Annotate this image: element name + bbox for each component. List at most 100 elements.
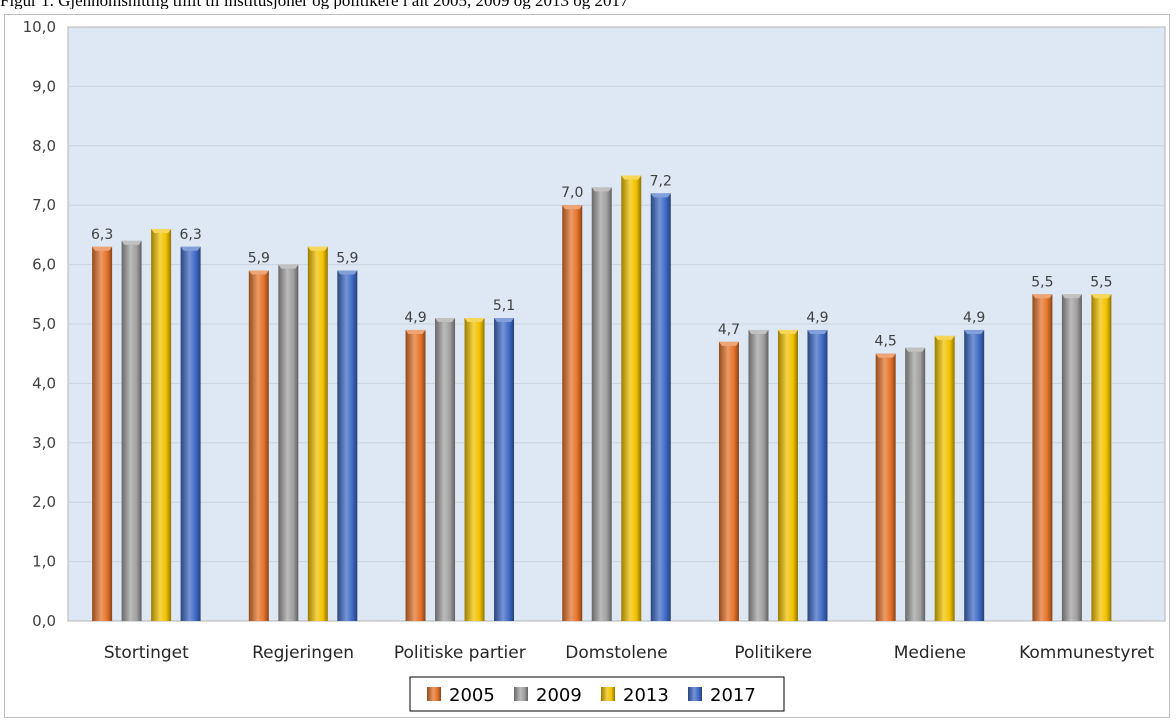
bar-cap-2013-6 [1091, 294, 1112, 299]
bar-cap-2017-1 [337, 270, 358, 275]
bar-2009-0 [121, 240, 142, 621]
bar-cap-2013-1 [307, 246, 328, 251]
bar-cap-2005-1 [248, 270, 269, 275]
y-tick-label: 0,0 [32, 612, 56, 630]
data-label: 6,3 [91, 227, 113, 243]
legend-swatch-2013 [601, 687, 615, 701]
x-category-label: Kommunestyret [1019, 643, 1154, 663]
bar-2017-3 [650, 193, 671, 621]
bar-2013-4 [777, 329, 798, 621]
legend-label: 2009 [536, 685, 582, 706]
y-axis: 0,0 1,0 2,0 3,0 4,0 5,0 6,0 7,0 8,0 9,0 10,0 [23, 18, 56, 630]
bar-cap-2017-0 [180, 246, 201, 251]
bar-cap-2009-2 [435, 318, 456, 323]
data-label: 4,9 [404, 310, 426, 326]
bar-2005-5 [875, 353, 896, 621]
data-label: 5,1 [493, 298, 515, 314]
bars [92, 175, 1112, 621]
y-tick-label: 4,0 [32, 374, 56, 392]
y-tick-label: 9,0 [32, 77, 56, 95]
bar-cap-2005-5 [875, 353, 896, 358]
data-labels: 6,3 6,3 5,9 5,9 4,9 5,1 7,0 7,2 4,7 4,9 4,5 4,9 5,5 5… [91, 173, 1113, 349]
bar-cap-2005-2 [405, 329, 426, 334]
bar-cap-2013-0 [151, 228, 172, 233]
x-category-label: Domstolene [565, 643, 667, 663]
bar-2005-3 [562, 205, 583, 621]
x-category-label: Mediene [894, 643, 966, 663]
bar-cap-2017-3 [650, 193, 671, 198]
data-label: 4,9 [963, 310, 985, 326]
bar-cap-2017-4 [807, 329, 828, 334]
x-category-label: Politiske partier [394, 643, 526, 663]
bar-2017-5 [964, 329, 985, 621]
bar-2009-5 [905, 347, 926, 621]
bar-2013-0 [151, 228, 172, 621]
y-tick-label: 5,0 [32, 315, 56, 333]
x-category-label: Stortinget [104, 643, 189, 663]
legend-box [409, 676, 785, 712]
bar-2013-5 [934, 335, 955, 621]
data-label: 7,2 [650, 173, 672, 189]
bar-2013-1 [307, 246, 328, 621]
bar-cap-2017-2 [494, 318, 515, 323]
y-tick-label: 2,0 [32, 493, 56, 511]
y-tick-label: 10,0 [23, 18, 56, 36]
legend-label: 2005 [449, 685, 495, 706]
bar-2017-2 [494, 318, 515, 621]
legend-label: 2017 [710, 685, 756, 706]
y-tick-label: 1,0 [32, 553, 56, 571]
legend: 2005 2009 2013 2017 [409, 676, 785, 712]
bar-cap-2009-1 [278, 264, 299, 269]
bar-2017-1 [337, 270, 358, 621]
data-label: 4,7 [718, 322, 740, 338]
bar-cap-2017-5 [964, 329, 985, 334]
data-label: 4,9 [806, 310, 828, 326]
y-tick-label: 7,0 [32, 196, 56, 214]
data-label: 7,0 [561, 185, 583, 201]
bar-2009-4 [748, 329, 769, 621]
bar-cap-2005-0 [92, 246, 113, 251]
bar-2013-2 [464, 318, 485, 621]
page-title: Figur 1. Gjennomsnittlig tillit til inst… [0, 0, 1176, 9]
bar-2009-1 [278, 264, 299, 621]
bar-2005-2 [405, 329, 426, 621]
bar-2017-0 [180, 246, 201, 621]
legend-label: 2013 [623, 685, 669, 706]
legend-swatch-2005 [427, 687, 441, 701]
bar-cap-2009-3 [591, 187, 612, 192]
bar-2017-4 [807, 329, 828, 621]
bar-2009-6 [1061, 294, 1082, 621]
bar-cap-2005-4 [718, 341, 739, 346]
bar-cap-2013-4 [777, 329, 798, 334]
bar-cap-2013-5 [934, 335, 955, 340]
bar-2005-4 [718, 341, 739, 621]
data-label: 5,5 [1031, 274, 1053, 290]
data-label: 5,9 [248, 251, 270, 267]
bar-cap-2013-3 [621, 175, 642, 180]
bar-cap-2005-6 [1032, 294, 1053, 299]
bar-cap-2009-6 [1061, 294, 1082, 299]
bar-cap-2009-4 [748, 329, 769, 334]
bar-2009-3 [591, 187, 612, 621]
bar-cap-2009-5 [905, 347, 926, 352]
bar-2005-1 [248, 270, 269, 621]
bar-cap-2005-3 [562, 205, 583, 210]
bar-2013-6 [1091, 294, 1112, 621]
bar-cap-2009-0 [121, 240, 142, 245]
bar-cap-2013-2 [464, 318, 485, 323]
data-label: 5,5 [1090, 274, 1112, 290]
x-category-label: Politikere [734, 643, 812, 663]
y-tick-label: 6,0 [32, 256, 56, 274]
y-tick-label: 3,0 [32, 434, 56, 452]
data-label: 6,3 [179, 227, 201, 243]
data-label: 5,9 [336, 251, 358, 267]
data-label: 4,5 [875, 334, 897, 350]
legend-swatch-2017 [688, 687, 702, 701]
bar-2005-6 [1032, 294, 1053, 621]
legend-swatch-2009 [514, 687, 528, 701]
bar-2005-0 [92, 246, 113, 621]
x-category-label: Regjeringen [252, 643, 354, 663]
bar-2013-3 [621, 175, 642, 621]
x-axis: Stortinget Regjeringen Politiske partier Do… [104, 643, 1155, 663]
